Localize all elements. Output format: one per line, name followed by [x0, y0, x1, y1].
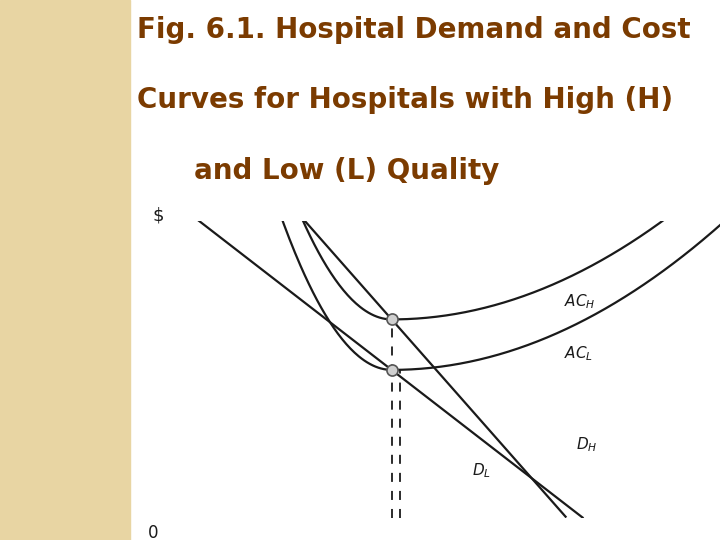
- Text: Fig. 6.1. Hospital Demand and Cost: Fig. 6.1. Hospital Demand and Cost: [137, 16, 690, 44]
- Text: 0: 0: [148, 524, 158, 540]
- Text: and Low (L) Quality: and Low (L) Quality: [194, 157, 500, 185]
- Text: $D_L$: $D_L$: [472, 462, 491, 480]
- Text: $AC_H$: $AC_H$: [564, 292, 596, 311]
- Text: Curves for Hospitals with High (H): Curves for Hospitals with High (H): [137, 86, 673, 114]
- Text: $AC_L$: $AC_L$: [564, 344, 594, 363]
- Text: $: $: [153, 206, 164, 225]
- Text: $D_H$: $D_H$: [576, 435, 598, 454]
